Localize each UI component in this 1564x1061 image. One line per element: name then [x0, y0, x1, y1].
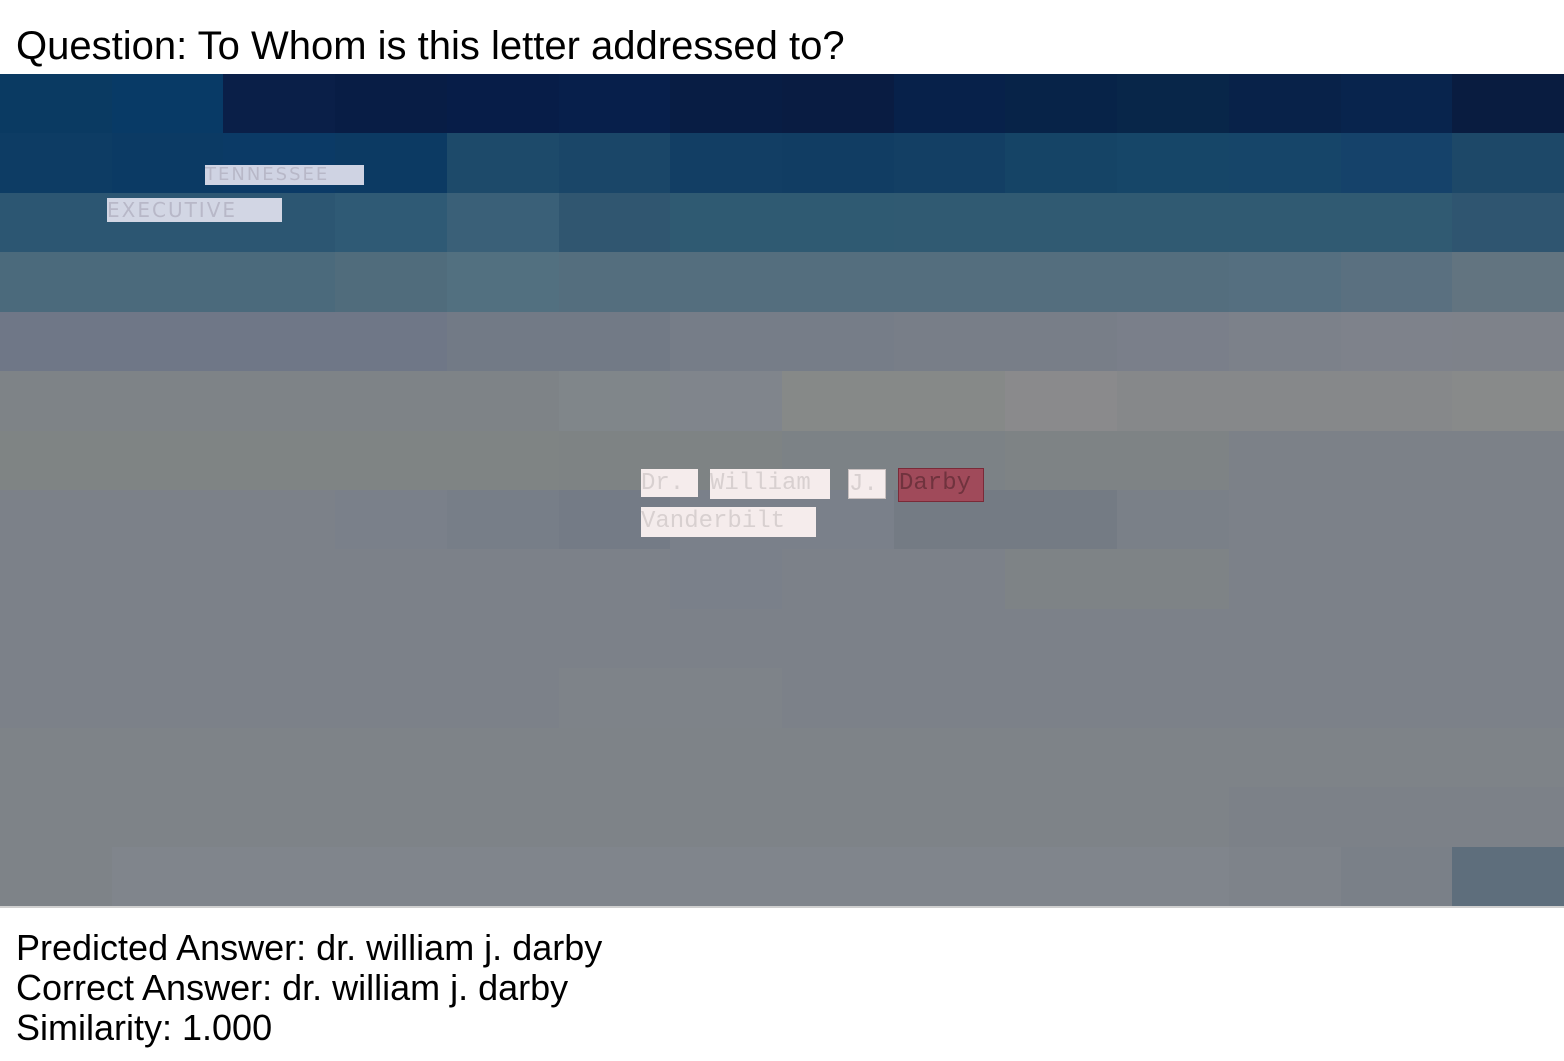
results-panel: Predicted Answer: dr. william j. darby C…: [16, 928, 602, 1048]
question-label: Question:: [16, 24, 198, 68]
doc-word-darby-highlight: Darby: [898, 468, 984, 502]
predicted-answer: Predicted Answer: dr. william j. darby: [16, 927, 603, 968]
correct-answer: Correct Answer: dr. william j. darby: [16, 967, 569, 1008]
document-heatmap-image: [0, 74, 1564, 906]
question-body: To Whom is this letter addressed to?: [197, 24, 845, 68]
similarity-score: Similarity: 1.000: [16, 1007, 273, 1048]
correct-answer-value: dr. william j. darby: [282, 967, 569, 1008]
doc-word-william: William: [710, 469, 830, 499]
similarity-value: 1.000: [182, 1007, 273, 1048]
doc-word-executive: EXECUTIVE: [107, 198, 282, 222]
doc-word-tennessee: TENNESSEE: [205, 165, 364, 185]
doc-word-j: J.: [848, 469, 886, 499]
question-text: Question: To Whom is this letter address…: [16, 22, 845, 70]
divider-line: [0, 906, 1564, 908]
doc-word-vanderbilt: Vanderbilt: [641, 507, 816, 537]
predicted-answer-value: dr. william j. darby: [316, 927, 603, 968]
doc-word-dr: Dr.: [641, 469, 698, 497]
